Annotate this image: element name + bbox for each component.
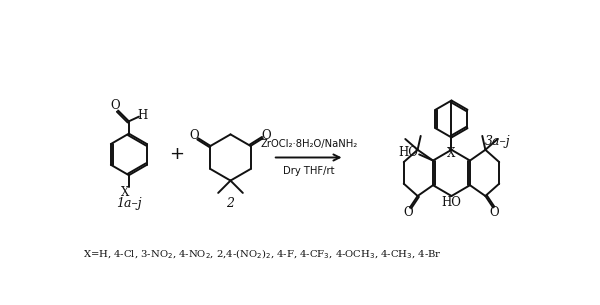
Text: 3a–j: 3a–j bbox=[485, 135, 511, 148]
Text: O: O bbox=[110, 99, 120, 112]
Text: +: + bbox=[169, 145, 184, 163]
Text: Dry THF/rt: Dry THF/rt bbox=[283, 166, 334, 176]
Text: HO: HO bbox=[442, 196, 461, 210]
Text: O: O bbox=[190, 129, 199, 142]
Text: ZrOCl₂·8H₂O/NaNH₂: ZrOCl₂·8H₂O/NaNH₂ bbox=[260, 139, 357, 149]
Text: 1a–j: 1a–j bbox=[116, 197, 142, 210]
Text: O: O bbox=[404, 206, 413, 219]
Text: O: O bbox=[262, 129, 271, 142]
Text: X=H, 4-Cl, 3-NO$_2$, 4-NO$_2$, 2,4-(NO$_2$)$_2$, 4-F, 4-CF$_3$, 4-OCH$_3$, 4-CH$: X=H, 4-Cl, 3-NO$_2$, 4-NO$_2$, 2,4-(NO$_… bbox=[83, 248, 442, 261]
Text: HO: HO bbox=[398, 146, 418, 160]
Text: X: X bbox=[448, 147, 455, 160]
Text: O: O bbox=[490, 206, 499, 219]
Text: X: X bbox=[121, 186, 129, 199]
Text: H: H bbox=[137, 109, 148, 122]
Text: 2: 2 bbox=[227, 197, 235, 210]
